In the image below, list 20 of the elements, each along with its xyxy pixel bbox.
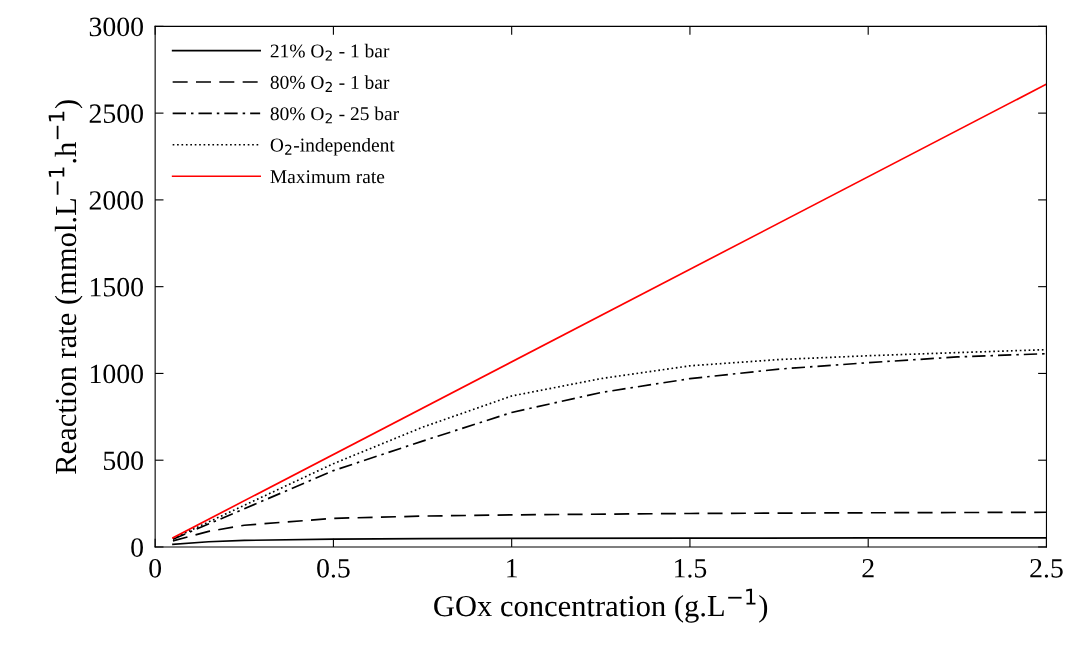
y-tick-label: 500 [103,451,143,471]
x-tick-label: 2.5 [1030,558,1063,578]
y-tick-label: 0 [131,538,143,557]
y-tick-label: 1000 [90,364,143,384]
legend-label: Maximum rate [270,170,385,184]
y-tick-label: 1500 [90,277,143,297]
y-axis-title: Reaction rate (mmol.L$^{−1}$.h$^{−1}$) [48,100,83,474]
y-tick-label: 2500 [89,104,143,124]
x-tick-label: 2 [862,558,874,578]
x-tick-label: 1 [507,559,517,578]
y-tick-label: 2000 [89,191,143,210]
legend-label: O$_{2}$-independent [270,137,395,156]
y-tick-label: 3000 [89,17,143,37]
legend-label: 80% O$_{2}$ - 25 bar [270,106,399,124]
x-tick-label: 1.5 [675,559,707,578]
x-tick-label: 0 [149,558,162,578]
legend-label: 80% O$_{2}$ - 1 bar [270,75,390,92]
x-axis-title: GOx concentration (g.L$^{−1}$) [434,588,768,623]
x-tick-label: 0.5 [317,558,350,578]
legend-label: 21% O$_{2}$ - 1 bar [270,43,390,61]
